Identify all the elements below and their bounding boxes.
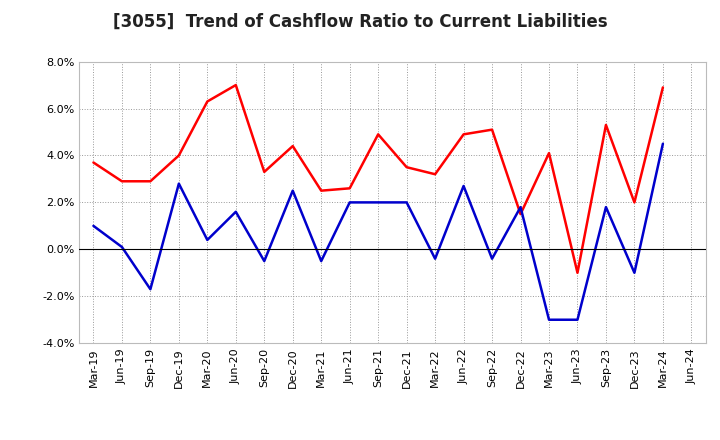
Free CF to Current Liabilities — [573, 317, 582, 323]
Operating CF to Current Liabilities — [260, 169, 269, 175]
Operating CF to Current Liabilities — [232, 82, 240, 88]
Free CF to Current Liabilities — [260, 258, 269, 264]
Free CF to Current Liabilities — [174, 181, 183, 186]
Free CF to Current Liabilities — [659, 141, 667, 147]
Free CF to Current Liabilities — [289, 188, 297, 193]
Free CF to Current Liabilities — [232, 209, 240, 214]
Operating CF to Current Liabilities — [174, 153, 183, 158]
Operating CF to Current Liabilities — [402, 165, 411, 170]
Operating CF to Current Liabilities — [516, 212, 525, 217]
Operating CF to Current Liabilities — [431, 172, 439, 177]
Operating CF to Current Liabilities — [602, 122, 611, 128]
Operating CF to Current Liabilities — [630, 200, 639, 205]
Free CF to Current Liabilities — [487, 256, 496, 261]
Operating CF to Current Liabilities — [117, 179, 126, 184]
Free CF to Current Liabilities — [317, 258, 325, 264]
Operating CF to Current Liabilities — [146, 179, 155, 184]
Operating CF to Current Liabilities — [487, 127, 496, 132]
Line: Operating CF to Current Liabilities: Operating CF to Current Liabilities — [94, 85, 663, 273]
Free CF to Current Liabilities — [346, 200, 354, 205]
Free CF to Current Liabilities — [602, 205, 611, 210]
Operating CF to Current Liabilities — [203, 99, 212, 104]
Free CF to Current Liabilities — [545, 317, 554, 323]
Operating CF to Current Liabilities — [317, 188, 325, 193]
Free CF to Current Liabilities — [431, 256, 439, 261]
Operating CF to Current Liabilities — [459, 132, 468, 137]
Free CF to Current Liabilities — [89, 223, 98, 228]
Operating CF to Current Liabilities — [89, 160, 98, 165]
Free CF to Current Liabilities — [630, 270, 639, 275]
Operating CF to Current Liabilities — [289, 143, 297, 149]
Operating CF to Current Liabilities — [346, 186, 354, 191]
Free CF to Current Liabilities — [374, 200, 382, 205]
Free CF to Current Liabilities — [117, 244, 126, 249]
Free CF to Current Liabilities — [402, 200, 411, 205]
Operating CF to Current Liabilities — [374, 132, 382, 137]
Line: Free CF to Current Liabilities: Free CF to Current Liabilities — [94, 144, 663, 320]
Operating CF to Current Liabilities — [545, 150, 554, 156]
Free CF to Current Liabilities — [459, 183, 468, 189]
Free CF to Current Liabilities — [146, 286, 155, 292]
Free CF to Current Liabilities — [516, 205, 525, 210]
Operating CF to Current Liabilities — [659, 85, 667, 90]
Text: [3055]  Trend of Cashflow Ratio to Current Liabilities: [3055] Trend of Cashflow Ratio to Curren… — [113, 13, 607, 31]
Operating CF to Current Liabilities — [573, 270, 582, 275]
Free CF to Current Liabilities — [203, 237, 212, 242]
